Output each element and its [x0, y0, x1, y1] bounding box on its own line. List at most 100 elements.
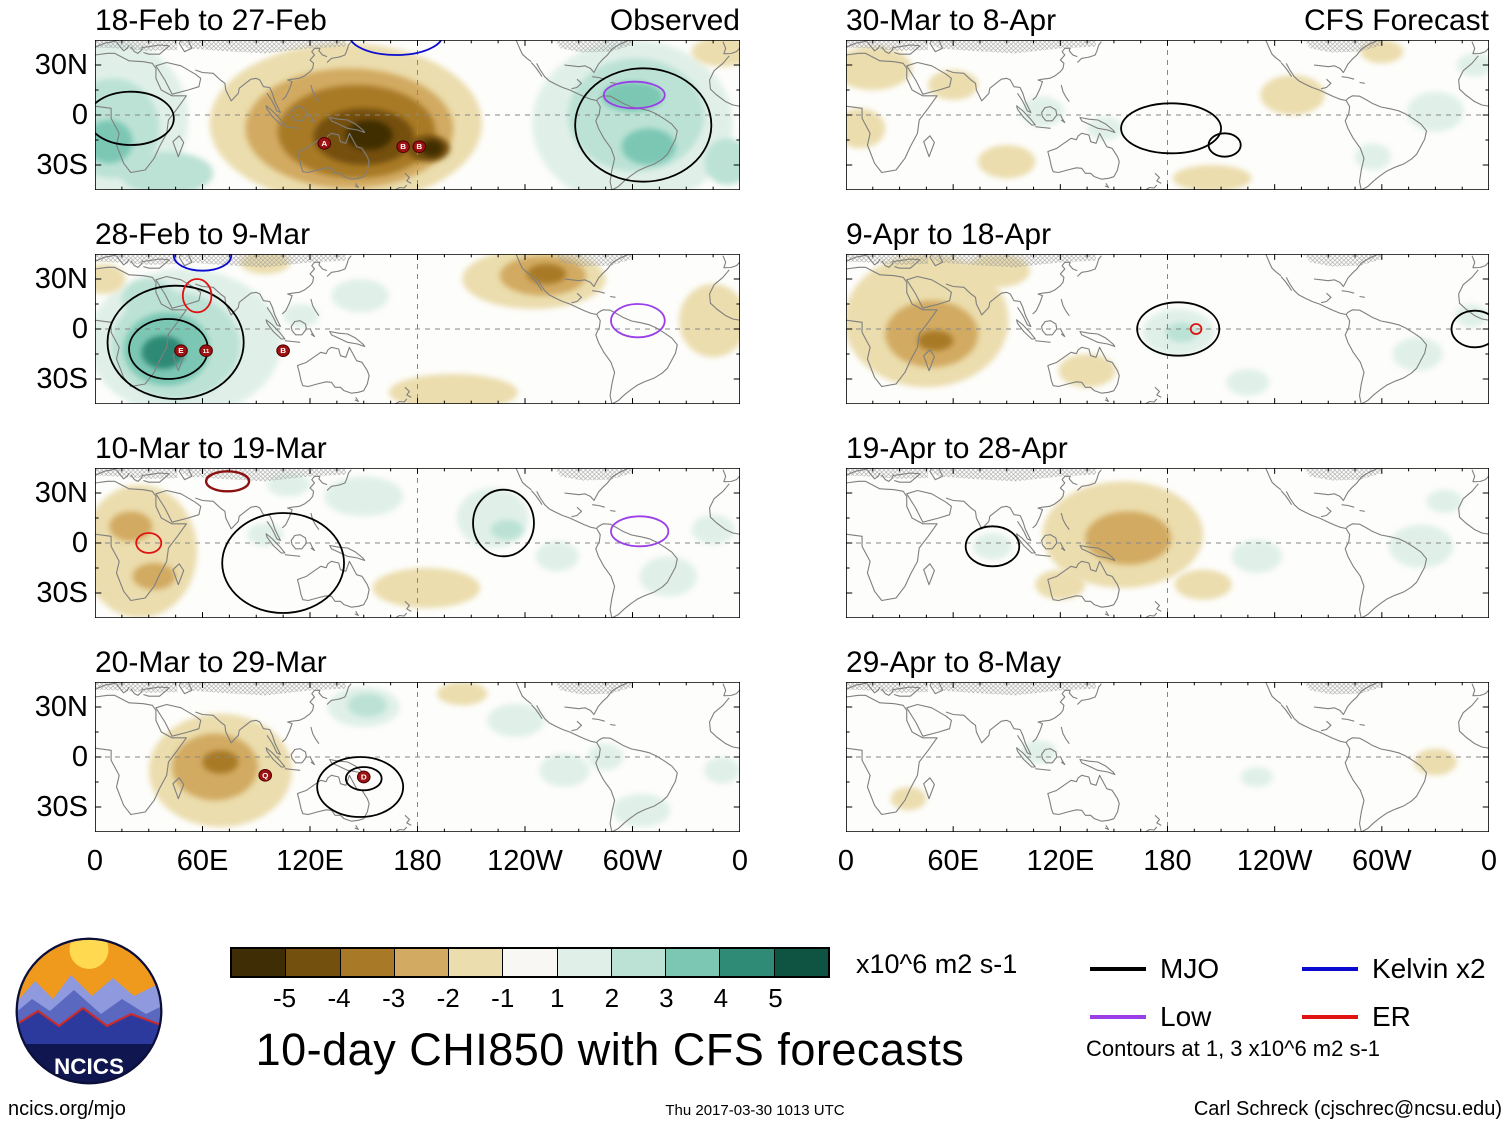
- lat-axis-label: 0: [71, 99, 88, 131]
- anomaly-map-svg: [846, 468, 1489, 618]
- ncics-logo: NCICS: [15, 937, 163, 1085]
- colorbar-tick-label: 4: [713, 983, 729, 1013]
- legend-line-er: [1302, 1015, 1358, 1019]
- panel-date-range: 28-Feb to 9-Mar: [95, 218, 311, 251]
- lat-axis-label: 30S: [36, 577, 88, 609]
- panel-title: 19-Apr to 28-Apr: [846, 432, 1489, 466]
- panel-date-range: 29-Apr to 8-May: [846, 646, 1062, 679]
- anomaly-map-svg: [846, 682, 1489, 832]
- legend-line-low: [1090, 1015, 1146, 1019]
- legend-line-mjo: [1090, 967, 1146, 971]
- colorbar-tick-label: -3: [382, 983, 406, 1013]
- lat-axis-label: 30S: [36, 149, 88, 181]
- panel-date-range: 9-Apr to 18-Apr: [846, 218, 1052, 251]
- lat-axis-label: 30N: [34, 49, 88, 81]
- legend-label: Low: [1160, 1001, 1212, 1032]
- lon-axis-label: 180: [1143, 845, 1192, 877]
- panel-date-range: 10-Mar to 19-Mar: [95, 432, 327, 465]
- lon-axis-label: 0: [837, 845, 855, 877]
- colorbar-tick-label: -2: [436, 983, 460, 1013]
- panel-title: 20-Mar to 29-Mar: [95, 646, 740, 680]
- panel-date-range: 20-Mar to 29-Mar: [95, 646, 327, 679]
- lon-axis-label: 60W: [1352, 845, 1412, 877]
- panel-source-label: Observed: [609, 4, 740, 37]
- colorbar-tick-label: -5: [272, 983, 297, 1013]
- colorbar-cell: [774, 949, 828, 976]
- footer-url: ncics.org/mjo: [8, 1098, 126, 1120]
- panel-title: 30-Mar to 8-Apr CFS Forecast: [846, 4, 1489, 38]
- contour-legend: MJO Kelvin x2 Low ER: [1090, 952, 1510, 1062]
- colorbar-cell: [666, 949, 721, 976]
- legend-item-mjo: MJO: [1090, 952, 1219, 986]
- colorbar-tick-label: -1: [491, 983, 515, 1013]
- svg-text:E: E: [178, 346, 183, 355]
- lon-axis-label: 60E: [176, 845, 229, 877]
- colorbar-cell: [286, 949, 341, 976]
- lat-axis-label: 0: [71, 741, 88, 773]
- lat-axis-label: 30N: [34, 477, 88, 509]
- svg-text:B: B: [416, 142, 422, 151]
- legend-label: Kelvin x2: [1372, 953, 1486, 984]
- svg-text:B: B: [280, 346, 286, 355]
- contour-note: Contours at 1, 3 x10^6 m2 s-1: [1086, 1036, 1381, 1061]
- colorbar-cell: [720, 949, 775, 976]
- lon-axis-label: 0: [731, 845, 749, 877]
- lat-axis-label: 30N: [34, 263, 88, 295]
- anomaly-map-svg: E 11 B: [95, 254, 740, 404]
- colorbar-cell: [503, 949, 558, 976]
- panel-date-range: 18-Feb to 27-Feb: [95, 4, 327, 37]
- logo-mountains-front: [17, 1008, 161, 1053]
- colorbar-tick-label: 1: [550, 983, 565, 1013]
- anomaly-map: [846, 254, 1489, 404]
- colorbar-cell: [340, 949, 395, 976]
- colorbar-ticks: -5 -4 -3 -2 -1 1 2 3 4 5: [230, 983, 830, 1015]
- lon-axis-label: 0: [1480, 845, 1498, 877]
- svg-text:11: 11: [203, 349, 210, 355]
- anomaly-map-svg: [95, 468, 740, 618]
- legend-label: MJO: [1160, 953, 1220, 984]
- anomaly-map: [846, 40, 1489, 190]
- panel-title: 10-Mar to 19-Mar: [95, 432, 740, 466]
- colorbar-units: x10^6 m2 s-1: [856, 949, 1018, 979]
- lon-axis-label: 120E: [1026, 845, 1095, 877]
- logo-sun-icon: [69, 939, 109, 969]
- colorbar-cell: [232, 949, 287, 976]
- panel-date-range: 30-Mar to 8-Apr: [846, 4, 1057, 37]
- anomaly-map: [95, 468, 740, 618]
- colorbar-cell: [611, 949, 667, 976]
- svg-text:D: D: [361, 773, 367, 782]
- footer-credit: Carl Schreck (cjschrec@ncsu.edu): [1193, 1098, 1502, 1120]
- figure-title: 10-day CHI850 with CFS forecasts: [255, 1024, 965, 1075]
- lon-axis-label: 0: [86, 845, 104, 877]
- panel-source-label: CFS Forecast: [1303, 4, 1489, 37]
- colorbar-tick-label: 2: [604, 983, 620, 1013]
- colorbar-tick-label: -4: [327, 983, 351, 1013]
- lon-axis-label: 120E: [276, 845, 344, 877]
- logo-ring: [15, 937, 163, 1085]
- colorbar-tick-label: 5: [768, 983, 783, 1013]
- svg-text:Q: Q: [262, 771, 268, 780]
- colorbar-tick-label: 3: [659, 983, 674, 1013]
- anomaly-map-svg: [846, 40, 1489, 190]
- colorbar: [230, 947, 830, 978]
- logo-red-line: [17, 1006, 161, 1028]
- svg-text:B: B: [400, 142, 406, 151]
- legend-line-kelvin: [1302, 967, 1358, 971]
- anomaly-map-svg: [846, 254, 1489, 404]
- panel-date-range: 19-Apr to 28-Apr: [846, 432, 1068, 465]
- legend-item-kelvin: Kelvin x2: [1302, 952, 1486, 986]
- anomaly-map: [846, 468, 1489, 618]
- lon-axis-label: 60W: [602, 845, 663, 877]
- panel-title: 9-Apr to 18-Apr: [846, 218, 1489, 252]
- lat-axis-label: 0: [71, 313, 88, 345]
- lat-axis-label: 30N: [34, 691, 88, 723]
- anomaly-map: [846, 682, 1489, 832]
- lon-axis-label: 60E: [927, 845, 979, 877]
- panel-title: 18-Feb to 27-Feb Observed: [95, 4, 740, 38]
- lon-axis-label: 120W: [487, 845, 563, 877]
- legend-item-low: Low: [1090, 1000, 1211, 1034]
